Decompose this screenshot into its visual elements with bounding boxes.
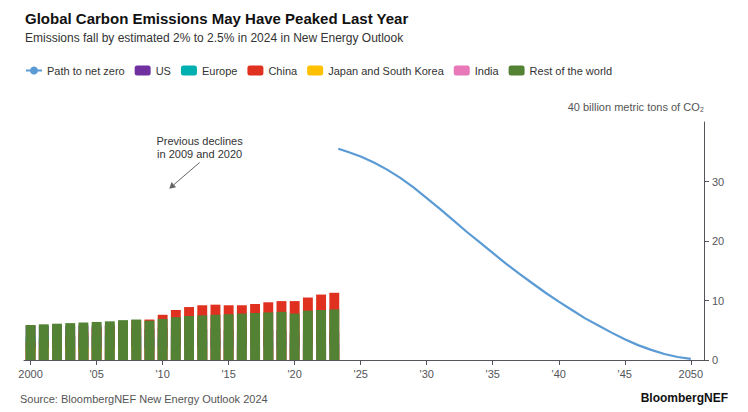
svg-text:BloombergNEF: BloombergNEF: [641, 391, 728, 405]
svg-text:'15: '15: [221, 368, 235, 380]
svg-text:0: 0: [712, 354, 718, 366]
svg-text:'20: '20: [288, 368, 302, 380]
svg-text:10: 10: [712, 295, 724, 307]
svg-text:Global Carbon Emissions May Ha: Global Carbon Emissions May Have Peaked …: [25, 10, 408, 27]
svg-text:Source: BloombergNEF New Energ: Source: BloombergNEF New Energy Outlook …: [20, 393, 268, 405]
svg-text:'40: '40: [552, 368, 566, 380]
svg-text:in 2009 and 2020: in 2009 and 2020: [157, 148, 242, 160]
svg-text:'05: '05: [89, 368, 103, 380]
svg-text:2050: 2050: [679, 368, 703, 380]
svg-text:'45: '45: [618, 368, 632, 380]
svg-text:'35: '35: [486, 368, 500, 380]
svg-text:Path to net zero: Path to net zero: [47, 65, 125, 77]
svg-text:Rest of the world: Rest of the world: [530, 65, 613, 77]
svg-text:India: India: [475, 65, 500, 77]
svg-text:Japan and South Korea: Japan and South Korea: [328, 65, 444, 77]
svg-text:China: China: [268, 65, 298, 77]
svg-text:'25: '25: [354, 368, 368, 380]
svg-text:20: 20: [712, 235, 724, 247]
svg-text:'10: '10: [155, 368, 169, 380]
svg-text:'30: '30: [420, 368, 434, 380]
svg-text:Europe: Europe: [202, 65, 237, 77]
svg-text:US: US: [156, 65, 171, 77]
svg-text:Previous declines: Previous declines: [157, 135, 244, 147]
svg-text:30: 30: [712, 176, 724, 188]
svg-text:40 billion metric tons of CO₂: 40 billion metric tons of CO₂: [568, 101, 704, 113]
svg-text:2000: 2000: [18, 368, 42, 380]
svg-text:Emissions fall by estimated 2%: Emissions fall by estimated 2% to 2.5% i…: [25, 31, 404, 45]
